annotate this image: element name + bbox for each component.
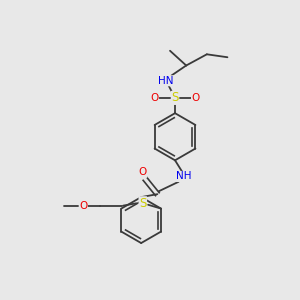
Text: S: S: [171, 92, 179, 104]
Text: O: O: [150, 93, 158, 103]
Text: NH: NH: [176, 172, 192, 182]
Text: HN: HN: [158, 76, 174, 86]
Text: O: O: [79, 201, 87, 211]
Text: O: O: [191, 93, 200, 103]
Text: S: S: [139, 197, 146, 210]
Text: O: O: [139, 167, 147, 177]
